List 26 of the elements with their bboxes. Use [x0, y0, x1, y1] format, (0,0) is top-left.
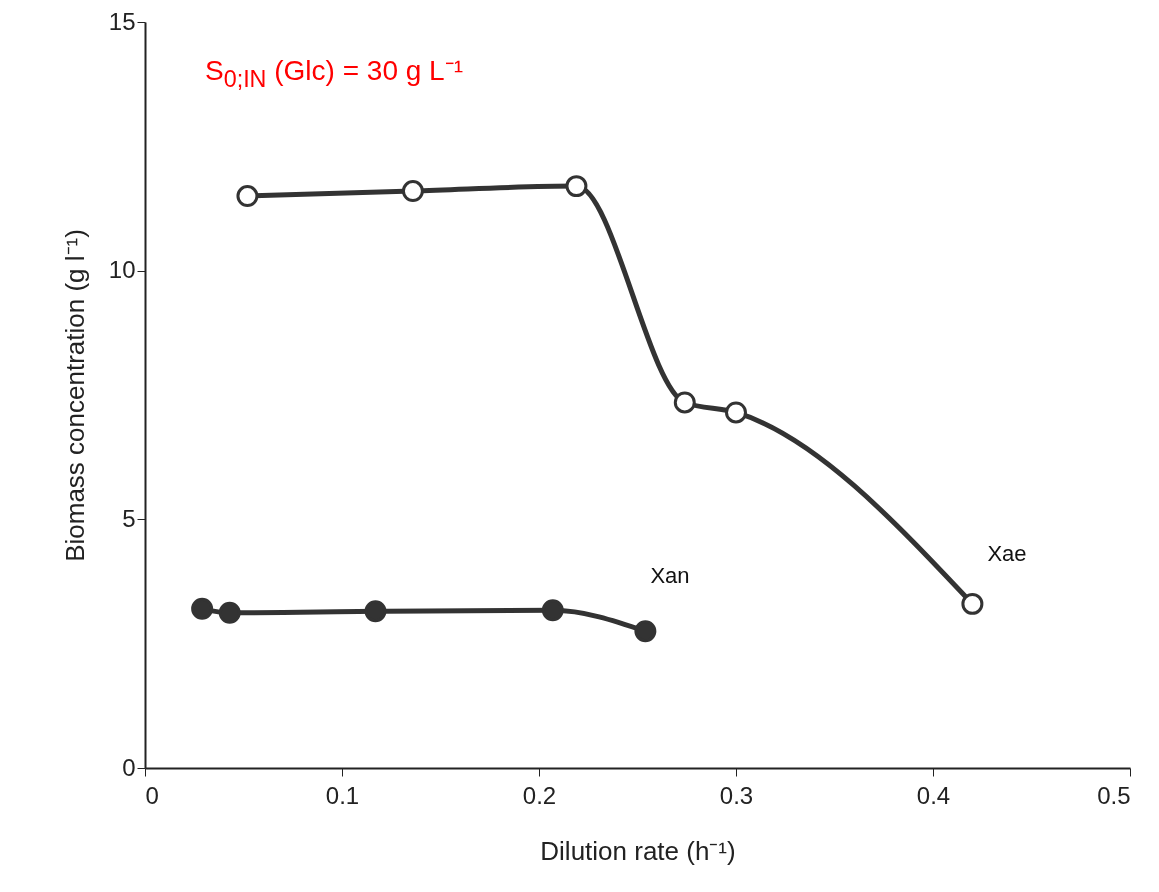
- point: [634, 620, 657, 643]
- point: [541, 599, 564, 622]
- x-tick-label: 0.4: [916, 781, 951, 809]
- x-tick-label: 0.5: [1097, 781, 1131, 809]
- point: [364, 600, 387, 623]
- series-label: Xan: [650, 563, 690, 589]
- point: [565, 175, 588, 198]
- point: [401, 180, 424, 203]
- x-tick-label: 0.3: [719, 781, 754, 809]
- x-tick-label: 0: [145, 781, 159, 809]
- y-tick-label: 5: [122, 504, 136, 532]
- y-tick-label: 0: [122, 753, 136, 781]
- annotation: S$_{0;IN}$ (Glc) = 30 g L⁻¹: [205, 54, 463, 93]
- x-axis-title: Dilution rate (h⁻¹): [540, 835, 736, 866]
- point: [191, 597, 214, 620]
- y-axis-title: Biomass concentration (g l⁻¹): [59, 229, 90, 562]
- point: [961, 592, 984, 615]
- y-tick-label: 15: [108, 7, 136, 35]
- point: [236, 185, 259, 208]
- x-tick-label: 0.2: [522, 781, 557, 809]
- point: [673, 391, 696, 414]
- x-tick-label: 0.1: [325, 781, 360, 809]
- point: [725, 401, 747, 424]
- y-tick-label: 10: [108, 256, 136, 284]
- point: [218, 601, 241, 624]
- series-label: Xae: [987, 540, 1027, 566]
